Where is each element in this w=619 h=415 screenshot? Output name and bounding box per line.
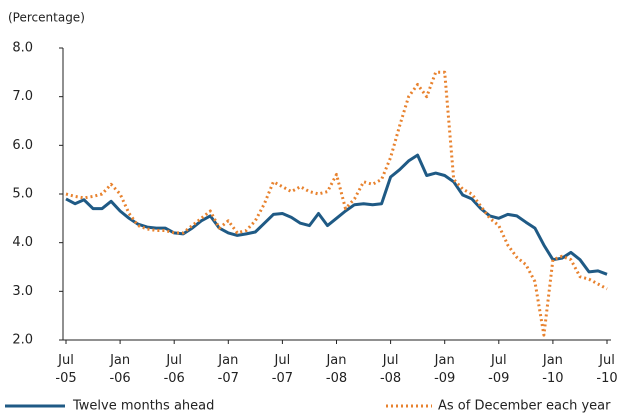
y-tick-label: 6.0 [12, 138, 33, 153]
y-tick-label: 5.0 [12, 187, 33, 202]
x-tick-label: Jul -09 [488, 353, 509, 386]
x-tick-label: Jan -07 [217, 353, 239, 386]
x-tick-label: Jul -07 [272, 353, 293, 386]
legend-label: Twelve months ahead [72, 399, 214, 414]
x-tick-label: Jan -08 [325, 353, 347, 386]
y-tick-label: 2.0 [12, 333, 33, 348]
y-tick-label: 3.0 [12, 284, 33, 299]
x-tick-label: Jan -10 [542, 353, 564, 386]
legend-label: As of December each year [438, 399, 611, 414]
x-tick-label: Jul -08 [380, 353, 401, 386]
y-axis-label: (Percentage) [8, 11, 85, 25]
y-tick-label: 4.0 [12, 235, 33, 250]
x-tick-label: Jul -05 [55, 353, 76, 386]
y-tick-label: 8.0 [12, 41, 33, 56]
x-tick-label: Jan -09 [434, 353, 456, 386]
x-tick-label: Jan -06 [109, 353, 131, 386]
series-line [65, 70, 608, 337]
series-line [65, 153, 608, 276]
x-tick-label: Jul -06 [164, 353, 185, 386]
y-tick-label: 7.0 [12, 89, 33, 104]
x-tick-label: Jul -10 [596, 353, 617, 386]
